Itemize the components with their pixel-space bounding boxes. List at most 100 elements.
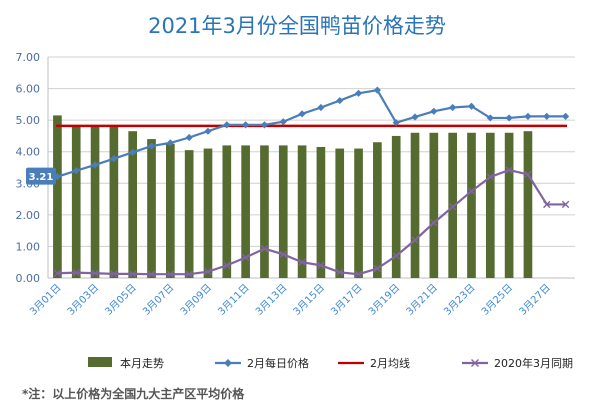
- data-point: [430, 219, 438, 227]
- data-point-stroke: [185, 270, 193, 278]
- data-point: [505, 166, 513, 174]
- footnote: *注：以上价格为全国九大主产区平均价格: [22, 386, 245, 401]
- data-point-stroke: [129, 270, 137, 278]
- data-point: [505, 114, 513, 122]
- data-point: [204, 267, 212, 276]
- y-tick-label: 5.00: [16, 114, 41, 127]
- chart-title: 2021年3月份全国鸭苗价格走势: [148, 14, 446, 38]
- legend-marker: [224, 359, 232, 367]
- bar: [71, 126, 81, 278]
- data-point-stroke: [392, 252, 400, 260]
- legend-label: 2020年3月同期: [494, 356, 573, 370]
- data-point: [279, 118, 287, 126]
- data-point-stroke: [543, 200, 551, 209]
- data-point: [486, 173, 494, 181]
- lines: [53, 86, 570, 278]
- bar: [316, 146, 326, 278]
- bar: [523, 131, 533, 278]
- data-point: [129, 270, 137, 278]
- data-point: [543, 112, 551, 120]
- data-point-stroke: [430, 219, 438, 227]
- data-point: [373, 86, 381, 94]
- x-tick-label: 3月27日: [517, 282, 553, 318]
- data-point: [223, 261, 231, 270]
- data-point: [486, 114, 494, 122]
- data-point: [543, 200, 551, 209]
- data-point: [467, 102, 476, 110]
- bar: [467, 132, 476, 278]
- data-point-stroke: [241, 253, 250, 262]
- data-point: [72, 268, 80, 277]
- data-point: [260, 244, 269, 253]
- bar: [448, 132, 457, 278]
- y-axis-tick-labels: 0.001.002.003.004.005.006.007.00: [16, 51, 41, 285]
- bar: [128, 131, 138, 278]
- data-point: [336, 96, 344, 105]
- data-point: [411, 113, 419, 121]
- data-point: [561, 112, 570, 120]
- series-line: [57, 168, 566, 276]
- data-point: [561, 200, 570, 209]
- data-point: [467, 187, 476, 195]
- data-point: [53, 269, 62, 277]
- data-point: [129, 148, 137, 156]
- data-point-stroke: [373, 264, 382, 273]
- bar: [410, 132, 420, 278]
- data-point: [524, 170, 532, 179]
- data-point: [354, 89, 363, 97]
- bar: [203, 148, 213, 278]
- data-point: [373, 264, 382, 273]
- bar: [222, 145, 232, 278]
- data-point: [110, 155, 118, 163]
- callout-box: [26, 167, 56, 185]
- legend-swatch: [88, 357, 112, 367]
- legend-label: 本月走势: [120, 356, 164, 370]
- callout-label: 3.21: [29, 172, 54, 183]
- data-point: [354, 270, 363, 278]
- data-point: [147, 142, 156, 150]
- bar: [335, 148, 345, 278]
- y-tick-label: 2.00: [16, 209, 41, 222]
- data-point: [147, 270, 156, 278]
- bar: [429, 132, 439, 278]
- x-tick-label: 3月07日: [140, 282, 176, 318]
- bar: [391, 135, 401, 278]
- y-tick-label: 6.00: [16, 83, 41, 96]
- data-point-stroke: [204, 267, 212, 276]
- value-callout: 3.21: [26, 167, 56, 185]
- x-tick-label: 3月03日: [65, 282, 101, 318]
- x-tick-label: 3月09日: [178, 282, 214, 318]
- data-point: [91, 161, 99, 169]
- data-point-stroke: [147, 270, 156, 278]
- data-point-stroke: [260, 244, 269, 253]
- x-tick-label: 3月17日: [329, 282, 365, 318]
- data-point: [298, 258, 306, 266]
- bar: [53, 115, 62, 279]
- data-point: [298, 110, 306, 118]
- data-point: [411, 236, 419, 244]
- y-tick-label: 0.00: [16, 272, 41, 285]
- data-point-stroke: [486, 173, 494, 181]
- data-point-stroke: [72, 268, 80, 277]
- x-tick-label: 3月01日: [27, 282, 63, 318]
- x-tick-label: 3月11日: [216, 282, 252, 318]
- bar: [485, 132, 495, 278]
- data-point: [449, 103, 457, 112]
- bar: [241, 145, 250, 278]
- data-point: [336, 268, 344, 277]
- data-point-stroke: [524, 170, 532, 179]
- legend: 本月走势 2月每日价格 2月均线 2020年3月同期: [88, 356, 573, 370]
- data-point-stroke: [279, 250, 287, 259]
- data-point-stroke: [505, 166, 513, 174]
- data-point: [110, 270, 118, 278]
- x-tick-label: 3月21日: [404, 282, 440, 318]
- data-point: [166, 139, 174, 147]
- bar: [504, 132, 514, 278]
- data-point-stroke: [223, 261, 231, 270]
- bar: [109, 126, 119, 278]
- bar: [184, 150, 194, 278]
- x-tick-label: 3月15日: [291, 282, 327, 318]
- y-tick-label: 7.00: [16, 51, 41, 64]
- x-axis-tick-labels: 3月01日 3月03日 3月05日 3月07日 3月09日 3月11日 3月13日 3月15日…: [27, 282, 552, 318]
